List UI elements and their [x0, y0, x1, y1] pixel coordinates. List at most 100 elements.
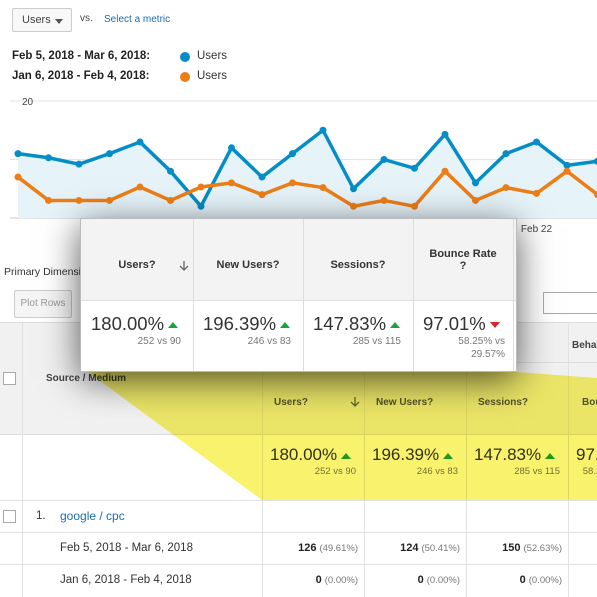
row-label: Feb 5, 2018 - Mar 6, 2018	[60, 542, 193, 554]
column-header[interactable]: New Users?	[376, 397, 433, 408]
series-point	[502, 184, 510, 192]
overlay-column-name: Bounce Rate	[429, 248, 497, 260]
series-point	[319, 184, 327, 192]
column-header[interactable]: Bou	[582, 397, 597, 408]
series-point	[411, 164, 418, 172]
overlay-compare: 58.25% vs 29.57%	[458, 336, 505, 360]
series-point	[14, 173, 22, 181]
row-label-link[interactable]: google / cpc	[60, 509, 125, 523]
series-point	[441, 130, 449, 138]
column-group: Behav	[572, 340, 597, 351]
header-checkbox[interactable]	[3, 372, 16, 385]
cell-number: 150	[502, 542, 521, 554]
total-number: 147.83%	[474, 445, 542, 464]
line-chart: 1020Feb 22	[10, 97, 597, 235]
row-index: 1.	[36, 510, 46, 522]
sort-arrow-path	[350, 397, 360, 407]
overlay-column-header[interactable]: Sessions?	[303, 259, 413, 271]
dropdown-caret	[55, 19, 63, 24]
series-point	[14, 150, 22, 158]
overlay-compare: 285 vs 115	[352, 336, 401, 347]
total-value: 97.01%	[576, 445, 597, 465]
total-value: 147.83%	[474, 445, 556, 465]
trend-arrow	[280, 322, 291, 329]
overlay-compare: 252 vs 90	[137, 336, 181, 347]
overlay-value: 180.00%	[91, 313, 179, 335]
sort-arrow	[350, 397, 360, 407]
cell-percent: (0.00%)	[528, 575, 562, 586]
series-point	[258, 173, 266, 181]
legend-range: Feb 5, 2018 - Mar 6, 2018:	[12, 50, 151, 62]
help-icon: ?	[272, 259, 280, 271]
series-point	[197, 202, 205, 210]
select-metric[interactable]: Select a metric	[104, 14, 171, 25]
series-line	[16, 169, 597, 209]
column-name: New Users	[376, 397, 428, 408]
total-compare: 246 vs 83	[416, 466, 458, 477]
overlay-value: 196.39%	[203, 313, 291, 335]
column-name: Sessions	[478, 397, 522, 408]
column-header[interactable]: Users?	[274, 397, 308, 408]
help-icon: ?	[427, 397, 434, 408]
series-point	[197, 183, 205, 191]
column-name: Bou	[582, 397, 597, 408]
help-icon: ?	[459, 260, 467, 272]
overlay-value: 147.83%	[313, 313, 401, 335]
overlay-value: 97.01%	[423, 313, 500, 335]
overlay-column-header[interactable]: Bounce Rate?	[413, 248, 513, 272]
overlay-divider	[413, 219, 414, 371]
dropdown-label: Users	[22, 14, 51, 26]
overlay-number: 180.00%	[91, 313, 165, 334]
series-point	[167, 196, 174, 204]
row-checkbox[interactable]	[3, 510, 16, 523]
legend-range: Jan 6, 2018 - Feb 4, 2018:	[12, 70, 150, 82]
cell-number: 124	[400, 542, 419, 554]
y-tick-label: 20	[22, 97, 34, 108]
series-point	[136, 183, 144, 191]
overlay-number: 196.39%	[203, 313, 277, 334]
trend-arrow	[341, 452, 352, 459]
total-compare: 285 vs 115	[514, 466, 560, 477]
cell-number: 126	[298, 542, 317, 554]
series-point	[289, 179, 296, 187]
cell-percent: (0.00%)	[324, 575, 358, 586]
row-cell: 0 (0.00%)	[466, 574, 562, 586]
row-divider	[0, 564, 597, 565]
trend-arrow	[545, 452, 556, 459]
trend-arrow	[168, 322, 179, 329]
zoom-overlay: Users? 180.00% 252 vs 90 New Users? 196.39% 2…	[80, 218, 517, 372]
total-compare: 252 vs 90	[314, 466, 356, 477]
overlay-header-bg	[81, 219, 516, 301]
overlay-number: 147.83%	[313, 313, 387, 334]
legend-dot	[180, 72, 190, 82]
cell-percent: (50.41%)	[421, 543, 460, 554]
total-number: 180.00%	[270, 445, 338, 464]
series-point	[380, 156, 388, 163]
source-header: Source / Medium	[46, 373, 127, 384]
series-point	[75, 196, 83, 204]
legend-dot	[180, 52, 190, 62]
series-point	[594, 191, 597, 199]
column-name: Users	[274, 397, 302, 408]
series-point	[472, 179, 479, 187]
metric-dropdown[interactable]: Users	[12, 8, 72, 32]
plot-rows-button[interactable]: Plot Rows	[14, 290, 72, 318]
overlay-column-header[interactable]: Users?	[81, 259, 193, 271]
overlay-divider	[513, 219, 514, 371]
x-tick-label: Feb 22	[521, 224, 553, 235]
cell-percent: (49.61%)	[319, 543, 358, 554]
total-compare: 58.25% vs 29.57%	[582, 466, 597, 477]
row-divider	[0, 532, 597, 533]
row-cell: 124 (50.41%)	[364, 542, 460, 554]
help-icon: ?	[301, 397, 308, 408]
row-label: Jan 6, 2018 - Feb 4, 2018	[60, 574, 192, 586]
row-cell: 0 (0.00%)	[364, 574, 460, 586]
column-header[interactable]: Sessions?	[478, 397, 528, 408]
overlay-column-header[interactable]: New Users?	[193, 259, 303, 271]
series-point	[258, 191, 266, 199]
cell-number: 0	[315, 574, 322, 586]
search-box[interactable]	[543, 292, 597, 314]
series-point	[45, 154, 52, 162]
cell-percent: (0.00%)	[426, 575, 460, 586]
